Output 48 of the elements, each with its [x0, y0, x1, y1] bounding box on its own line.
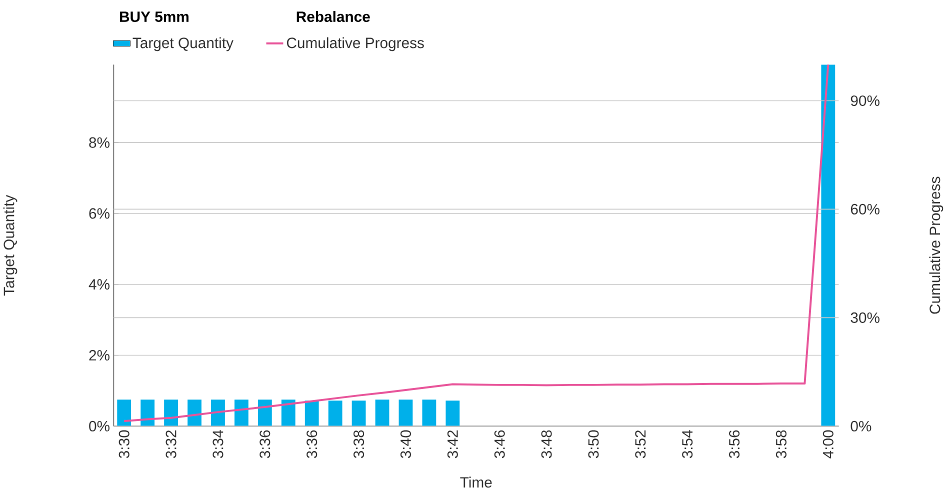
x-tick-label: 3:36	[306, 430, 318, 458]
x-tick-label: 3:36	[260, 430, 270, 458]
y-tick-label: 8%	[89, 137, 110, 148]
bar	[164, 400, 178, 426]
bar	[211, 400, 225, 426]
y-tick-label: 4%	[88, 279, 110, 290]
x-tick-label: 3:38	[354, 430, 364, 458]
bar	[328, 400, 342, 426]
bar	[188, 400, 202, 426]
y-tick-label: 0%	[89, 421, 110, 432]
x-tick-label: 3:58	[776, 430, 786, 458]
x-tick-label: 3:30	[118, 430, 130, 458]
chart-title: BUY 5mm	[120, 12, 188, 22]
x-tick-label: 4:00	[822, 430, 834, 458]
y-axis-title: Target Quantity	[3, 195, 18, 296]
bar	[258, 400, 272, 426]
y2-tick-label: 0%	[850, 421, 872, 432]
bar	[375, 400, 390, 426]
x-tick-label: 3:40	[400, 430, 411, 458]
x-tick-label: 3:48	[541, 430, 552, 458]
bar	[352, 400, 366, 426]
bar	[821, 64, 836, 426]
y2-tick-label: 90%	[850, 96, 880, 106]
x-tick-label: 3:56	[729, 430, 740, 458]
bar	[281, 400, 296, 426]
bar	[398, 400, 413, 426]
bar	[234, 400, 248, 426]
legend-label: Cumulative Progress	[286, 37, 424, 52]
bar	[304, 400, 319, 426]
chart-subtitle: Rebalance	[296, 11, 370, 22]
x-tick-label: 3:34	[212, 430, 224, 458]
x-tick-label: 3:42	[447, 430, 458, 458]
bar	[446, 400, 460, 426]
x-tick-label: 3:46	[494, 430, 505, 458]
bar	[117, 400, 132, 426]
x-tick-label: 3:32	[166, 430, 176, 458]
bar	[422, 400, 436, 426]
x-axis-title: Time	[460, 476, 492, 488]
x-tick-label: 3:54	[682, 430, 693, 458]
y2-axis-title: Cumulative Progress	[929, 176, 944, 314]
bar	[140, 400, 155, 426]
x-tick-label: 3:50	[588, 430, 599, 458]
y-tick-label: 2%	[89, 350, 110, 361]
y-tick-label: 6%	[89, 208, 110, 219]
x-tick-label: 3:52	[635, 430, 646, 458]
y2-tick-label: 60%	[850, 204, 880, 215]
y2-tick-label: 30%	[850, 312, 880, 324]
legend-label: Target Quantity	[132, 37, 234, 52]
